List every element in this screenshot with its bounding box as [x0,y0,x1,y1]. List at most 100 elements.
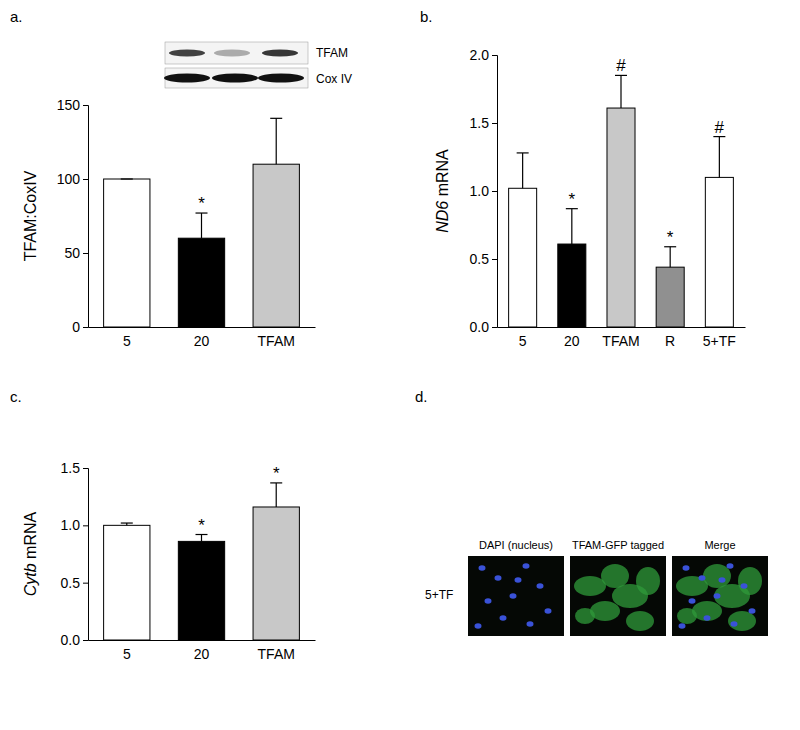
x-tick: 5 [123,646,131,662]
y-tick-label: 50 [64,245,80,261]
nucleus [699,575,706,581]
micrograph-background [570,556,666,636]
error-bar-cap [121,522,133,523]
bar [253,507,299,640]
y-tick-mark [492,327,497,328]
x-tick-label: 5 [123,646,131,662]
plot-area [104,118,300,327]
error-bar-stem [719,137,720,178]
y-tick-mark [83,583,88,584]
gfp-signal [626,611,654,631]
y-axis-title: Cytb mRNA [22,511,39,596]
bar [607,108,635,327]
panel-label: c. [10,388,22,405]
y-tick-mark [83,327,88,328]
y-tick-label: 0.0 [61,632,81,648]
significance-marker: # [715,118,725,137]
bar [178,541,224,640]
y-tick: 0 [72,319,88,335]
y-tick: 1.0 [61,517,88,533]
nucleus [510,593,517,599]
micrograph [468,556,564,636]
y-tick: 50 [64,245,88,261]
chart-panel: b.*#*#0.00.51.01.52.0520TFAMR5+TFND6 mRN… [420,8,746,349]
blot-label: Cox IV [316,72,352,86]
gfp-signal [574,576,606,596]
micrograph-background [468,556,564,636]
x-axis-line [498,327,746,328]
nucleus [714,593,721,599]
x-tick: 20 [194,333,210,349]
x-axis-line [89,327,316,328]
micrograph [672,556,768,636]
error-bar [270,118,282,164]
y-axis-line [492,56,498,328]
plot-area [509,75,734,327]
blot-band [164,74,210,83]
y-tick-label: 100 [57,171,81,187]
y-tick-label: 0.5 [470,251,490,267]
error-bar [121,523,133,525]
nucleus [515,577,522,583]
error-bar-stem [276,118,277,164]
error-bar [270,483,282,507]
column-label: DAPI (nucleus) [479,539,553,551]
x-axis: 5 20 TFAM [89,641,316,662]
y-tick: 1.0 [470,183,497,199]
bar [656,267,684,327]
y-tick-mark [83,253,88,254]
image-panel: d.5+TFDAPI (nucleus)TFAM-GFP taggedMerge [415,388,768,636]
error-bar-stem [201,213,202,238]
y-tick-mark [83,468,88,469]
significance-marker: * [273,464,280,483]
x-tick-label: 20 [194,333,210,349]
micrograph-background [672,556,768,636]
x-tick-label: 20 [194,646,210,662]
error-bar [713,137,725,178]
blot-band [262,50,298,57]
y-tick-label: 0 [72,319,80,335]
error-bar [196,213,208,238]
blot-band [258,74,304,83]
blot-row [165,42,308,64]
nucleus [537,583,544,589]
y-tick-mark [492,123,497,124]
y-tick-label: 0.0 [470,319,490,335]
gfp-signal [728,611,756,631]
y-tick-mark [83,105,88,106]
x-tick: 5 [123,333,131,349]
nucleus [731,621,738,627]
y-tick: 1.5 [61,460,88,476]
y-axis-title: ND6 mRNA [434,149,451,233]
blot-band [214,50,250,57]
figure: a.*050100150520TFAMTFAM:CoxIVTFAMCox IVb… [0,0,800,730]
blot-label: TFAM [316,46,348,60]
x-tick-label: 5 [519,333,527,349]
x-tick: 5+TF [703,333,736,349]
error-bar-stem [670,247,671,267]
y-axis-line [83,106,89,328]
nucleus [485,598,492,604]
nucleus [704,615,711,621]
x-tick: 20 [194,646,210,662]
nucleus [527,621,534,627]
y-tick-label: 0.5 [61,575,81,591]
panel-label: d. [415,388,428,405]
chart-panel: c.**0.00.51.01.5520TFAMCytb mRNA [10,388,316,662]
x-tick-label: 5 [123,333,131,349]
significance-marker: * [198,194,205,213]
error-bar-cap [517,152,529,153]
y-axis-title: TFAM:CoxIV [22,170,39,261]
nucleus [545,608,552,614]
y-tick: 0.5 [61,575,88,591]
nucleus [475,623,482,629]
error-bar [664,247,676,267]
y-tick-mark [492,259,497,260]
nucleus [727,563,734,569]
x-axis-line [89,640,316,641]
bar [104,525,150,640]
x-tick: TFAM [258,646,295,662]
x-tick-label: TFAM [258,646,295,662]
gfp-signal [714,584,750,608]
y-tick-label: 150 [57,97,81,113]
